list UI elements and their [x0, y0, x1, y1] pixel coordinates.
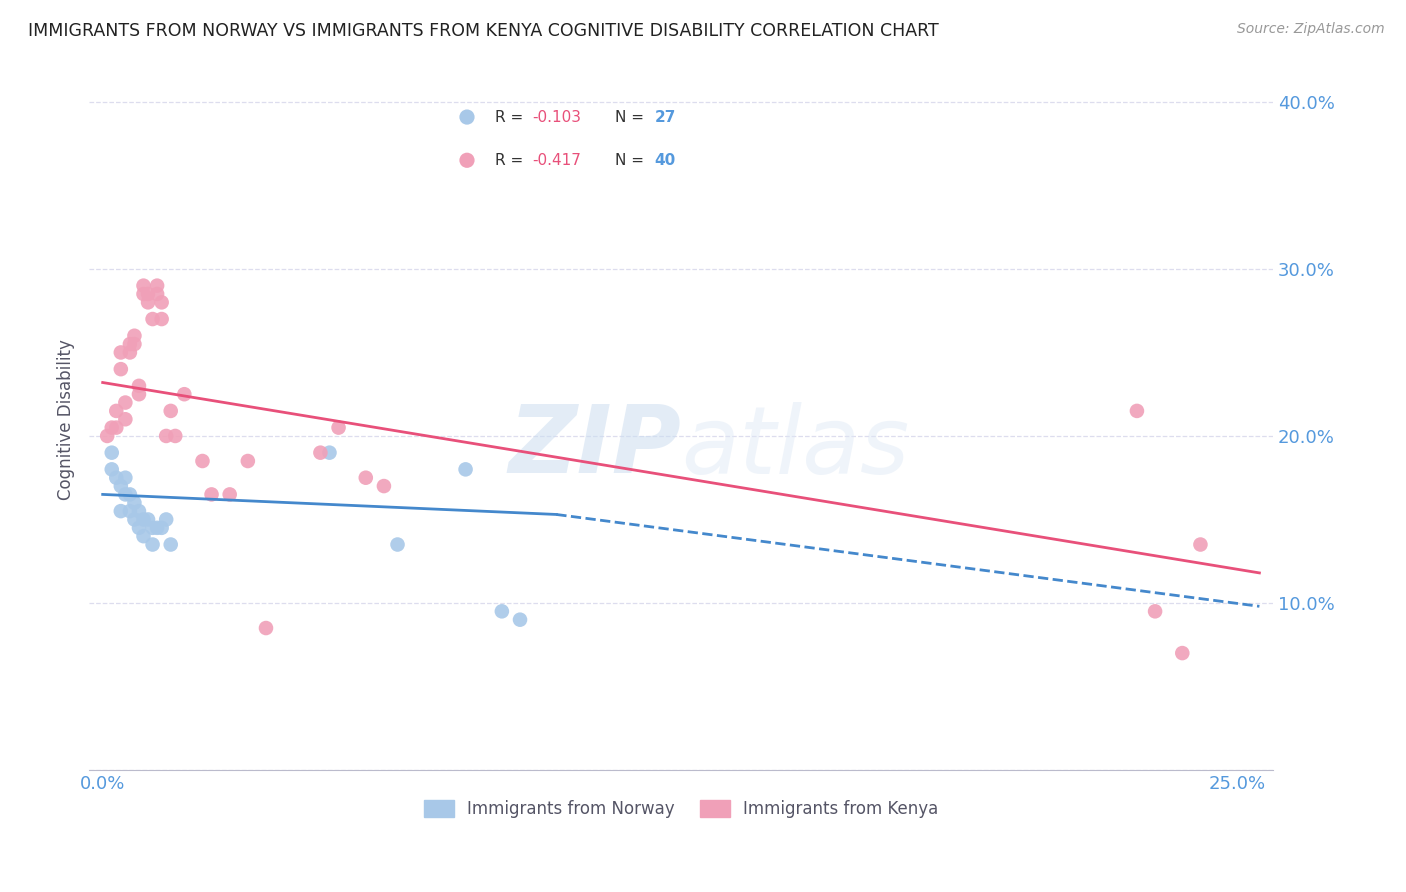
Point	[128, 504, 150, 518]
Point	[373, 479, 395, 493]
Point	[142, 521, 165, 535]
Point	[328, 420, 350, 434]
Point	[128, 521, 150, 535]
Point	[142, 537, 165, 551]
Point	[150, 312, 173, 326]
Point	[105, 420, 128, 434]
Point	[1126, 404, 1149, 418]
Point	[150, 295, 173, 310]
Point	[309, 445, 332, 459]
Point	[132, 529, 155, 543]
Point	[114, 487, 136, 501]
Point	[114, 395, 136, 409]
Point	[100, 445, 122, 459]
Point	[124, 337, 146, 351]
Point	[509, 613, 531, 627]
Point	[155, 512, 177, 526]
Point	[124, 496, 146, 510]
Text: atlas: atlas	[681, 401, 910, 492]
Legend: Immigrants from Norway, Immigrants from Kenya: Immigrants from Norway, Immigrants from …	[418, 793, 945, 825]
Point	[146, 278, 169, 293]
Point	[132, 278, 155, 293]
Point	[146, 287, 169, 301]
Point	[118, 487, 141, 501]
Point	[96, 429, 118, 443]
Point	[118, 504, 141, 518]
Point	[191, 454, 214, 468]
Point	[114, 471, 136, 485]
Point	[218, 487, 240, 501]
Point	[136, 287, 159, 301]
Point	[132, 287, 155, 301]
Point	[136, 295, 159, 310]
Point	[165, 429, 187, 443]
Point	[118, 337, 141, 351]
Point	[110, 504, 132, 518]
Point	[387, 537, 409, 551]
Point	[105, 404, 128, 418]
Text: ZIP: ZIP	[508, 401, 681, 493]
Point	[128, 387, 150, 401]
Point	[454, 462, 477, 476]
Point	[254, 621, 277, 635]
Point	[110, 362, 132, 376]
Point	[236, 454, 259, 468]
Point	[150, 521, 173, 535]
Point	[118, 345, 141, 359]
Point	[142, 312, 165, 326]
Point	[491, 604, 513, 618]
Point	[132, 512, 155, 526]
Point	[124, 328, 146, 343]
Point	[1189, 537, 1212, 551]
Point	[354, 471, 377, 485]
Point	[1144, 604, 1167, 618]
Point	[318, 445, 340, 459]
Point	[110, 479, 132, 493]
Point	[110, 345, 132, 359]
Point	[124, 512, 146, 526]
Point	[1171, 646, 1194, 660]
Y-axis label: Cognitive Disability: Cognitive Disability	[58, 339, 75, 500]
Point	[114, 412, 136, 426]
Point	[105, 471, 128, 485]
Point	[173, 387, 195, 401]
Point	[155, 429, 177, 443]
Point	[200, 487, 222, 501]
Text: Source: ZipAtlas.com: Source: ZipAtlas.com	[1237, 22, 1385, 37]
Point	[100, 462, 122, 476]
Text: IMMIGRANTS FROM NORWAY VS IMMIGRANTS FROM KENYA COGNITIVE DISABILITY CORRELATION: IMMIGRANTS FROM NORWAY VS IMMIGRANTS FRO…	[28, 22, 939, 40]
Point	[159, 404, 181, 418]
Point	[146, 521, 169, 535]
Point	[136, 512, 159, 526]
Point	[128, 379, 150, 393]
Point	[159, 537, 181, 551]
Point	[100, 420, 122, 434]
